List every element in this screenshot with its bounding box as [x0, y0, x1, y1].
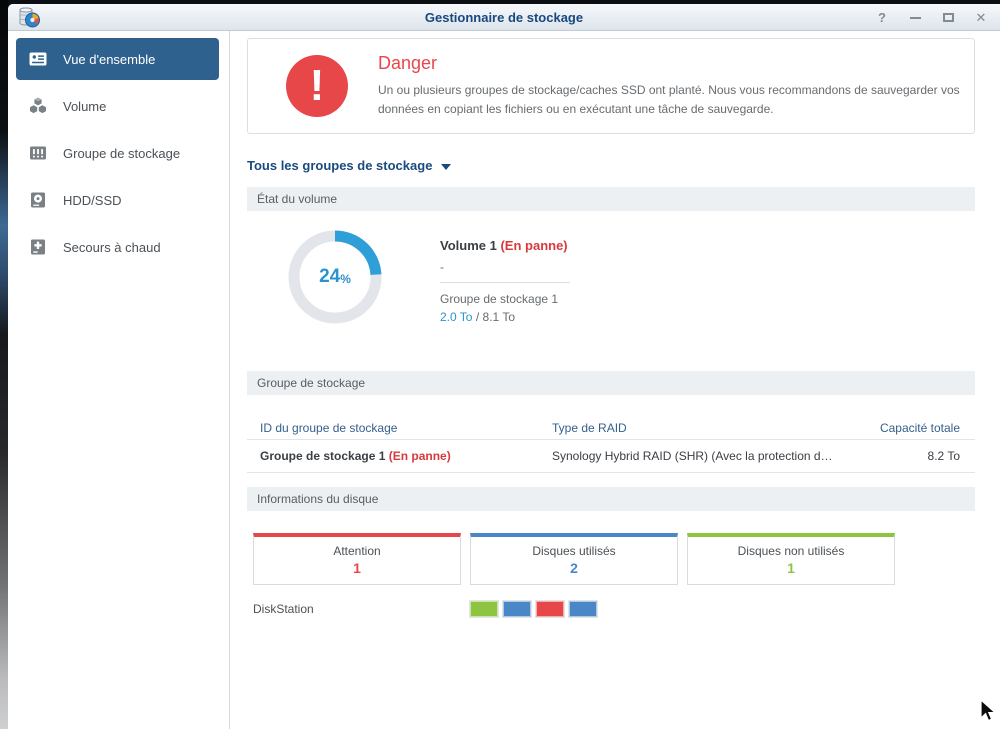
- raid-type-cell: Synology Hybrid RAID (SHR) (Avec la prot…: [552, 449, 833, 463]
- divider: [247, 439, 975, 440]
- disk-status-square[interactable]: [535, 600, 565, 618]
- disk-card-value: 1: [353, 560, 361, 576]
- window-title: Gestionnaire de stockage: [424, 9, 584, 25]
- storage-pool-icon: [30, 146, 46, 160]
- desktop-background-sliver: [0, 0, 8, 729]
- table-header-row: ID du groupe de stockage Type de RAID Ca…: [247, 417, 975, 439]
- alert-title: Danger: [378, 53, 438, 74]
- disk-card-value: 2: [570, 560, 578, 576]
- disk-card-label: Disques non utilisés: [737, 544, 845, 558]
- capacity-cell: 8.2 To: [927, 449, 960, 463]
- filter-label: Tous les groupes de stockage: [247, 158, 433, 173]
- disk-card-label: Attention: [333, 544, 381, 558]
- volume-group-name: Groupe de stockage 1: [440, 292, 559, 306]
- help-icon[interactable]: ?: [878, 10, 886, 25]
- storage-manager-app-icon: [19, 7, 40, 28]
- disk-card-used: Disques utilisés 2: [470, 533, 678, 585]
- close-icon[interactable]: ✕: [975, 9, 987, 25]
- overview-icon: [29, 52, 47, 66]
- hdd-icon: [31, 192, 45, 208]
- table-row[interactable]: Groupe de stockage 1 (En panne) Synology…: [247, 440, 975, 472]
- column-header-id[interactable]: ID du groupe de stockage: [260, 421, 398, 435]
- alert-message: Un ou plusieurs groupes de stockage/cach…: [378, 83, 960, 116]
- volume-total: 8.1 To: [482, 310, 515, 324]
- divider: [247, 472, 975, 473]
- disk-status-square[interactable]: [502, 600, 532, 618]
- chevron-down-icon: [441, 163, 452, 170]
- volume-usage-donut-chart: 24%: [287, 229, 383, 325]
- sidebar-item-groupe-de-stockage[interactable]: Groupe de stockage: [16, 132, 219, 174]
- disk-card-label: Disques utilisés: [532, 544, 616, 558]
- volume-status-block: 24% Volume 1 (En panne) - Groupe de stoc…: [247, 229, 975, 357]
- disk-card-value: 1: [787, 560, 795, 576]
- disk-status-squares: [469, 600, 598, 618]
- disk-card-unused: Disques non utilisés 1: [687, 533, 895, 585]
- hot-spare-plus-icon: [31, 239, 45, 255]
- sidebar-item-volume[interactable]: Volume: [16, 85, 219, 127]
- volume-cubes-icon: [30, 97, 46, 114]
- storage-group-status-badge: (En panne): [388, 449, 451, 463]
- disk-card-attention: Attention 1: [253, 533, 461, 585]
- column-header-raid-type[interactable]: Type de RAID: [552, 421, 627, 435]
- titlebar: Gestionnaire de stockage ? ✕: [8, 4, 1000, 31]
- main-content: ! Danger Un ou plusieurs groupes de stoc…: [230, 31, 1000, 729]
- sidebar-item-label: HDD/SSD: [63, 192, 122, 208]
- disk-info-section-header: Informations du disque: [247, 487, 975, 511]
- volume-usage-percent: 24: [319, 266, 341, 287]
- sidebar-item-label: Vue d'ensemble: [63, 51, 156, 67]
- volume-description: -: [440, 260, 444, 274]
- maximize-icon[interactable]: [941, 11, 955, 25]
- sidebar-item-secours-a-chaud[interactable]: Secours à chaud: [16, 226, 219, 268]
- storage-pool-filter-dropdown[interactable]: Tous les groupes de stockage: [247, 158, 975, 173]
- storage-group-table: ID du groupe de stockage Type de RAID Ca…: [247, 417, 975, 473]
- sidebar-item-label: Groupe de stockage: [63, 145, 181, 161]
- mouse-cursor: [980, 699, 997, 722]
- danger-exclamation-icon: !: [286, 55, 348, 117]
- host-disks-row: DiskStation: [253, 600, 975, 618]
- volume-status-badge: (En panne): [500, 238, 568, 253]
- volume-status-section-header: État du volume: [247, 187, 975, 211]
- storage-group-id-cell: Groupe de stockage 1 (En panne): [260, 449, 451, 463]
- danger-alert: ! Danger Un ou plusieurs groupes de stoc…: [247, 38, 975, 134]
- minimize-icon[interactable]: [908, 11, 922, 25]
- divider: [440, 282, 570, 283]
- disk-status-square[interactable]: [568, 600, 598, 618]
- sidebar-item-label: Volume: [63, 98, 107, 114]
- volume-capacity: 2.0 To / 8.1 To: [440, 310, 515, 324]
- host-name: DiskStation: [253, 602, 314, 616]
- disk-summary-cards: Attention 1 Disques utilisés 2 Disques n…: [253, 533, 975, 585]
- storage-manager-window: Gestionnaire de stockage ? ✕ Vue d'ensem…: [8, 4, 1000, 729]
- sidebar-item-hdd-ssd[interactable]: HDD/SSD: [16, 179, 219, 221]
- volume-used: 2.0 To: [440, 310, 473, 324]
- volume-name: Volume 1 (En panne): [440, 238, 568, 253]
- sidebar-item-label: Secours à chaud: [63, 239, 161, 255]
- column-header-total-capacity[interactable]: Capacité totale: [879, 421, 960, 435]
- sidebar-item-vue-densemble[interactable]: Vue d'ensemble: [16, 38, 219, 80]
- disk-status-square[interactable]: [469, 600, 499, 618]
- sidebar: Vue d'ensemble Volume: [8, 31, 230, 729]
- storage-group-section-header: Groupe de stockage: [247, 371, 975, 395]
